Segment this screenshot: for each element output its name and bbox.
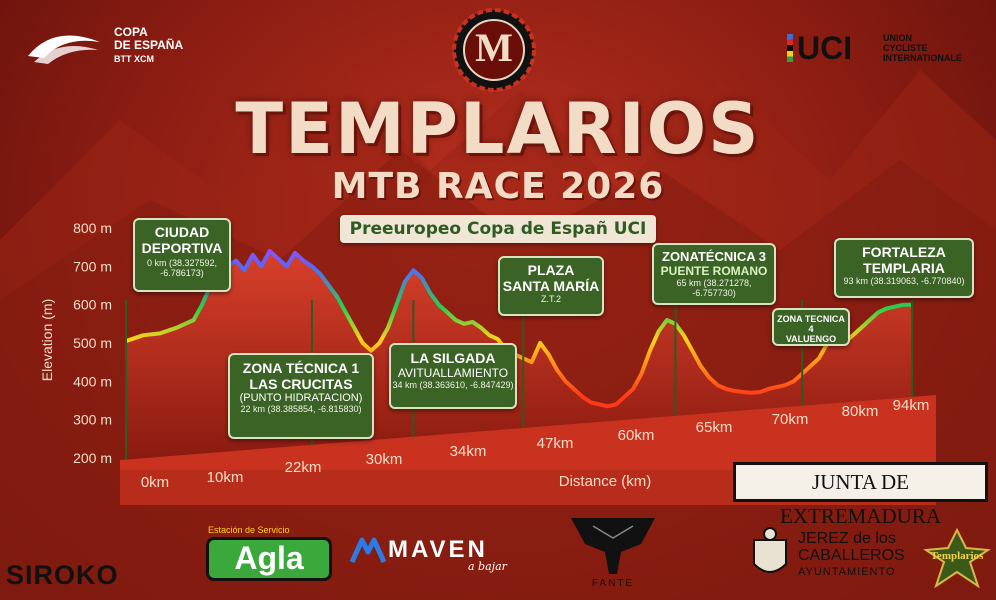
waypoint-zona-tecnica-3: ZONATÉCNICA 3 PUENTE ROMANO 65 km (38.27… <box>652 243 776 305</box>
wp-detail: 34 km (38.363610, -6.847429) <box>392 380 514 390</box>
wp-name1: FORTALEZA <box>862 244 946 260</box>
x-tick-label: 0km <box>141 474 169 491</box>
race-subtitle: MTB RACE 2026 <box>331 166 665 207</box>
wp-name2: PUENTE ROMANO <box>660 264 768 278</box>
x-tick-label: 34km <box>450 443 487 460</box>
y-tick-label: 600 m <box>73 297 112 313</box>
wp-name2: AVITUALLAMIENTO <box>397 366 509 380</box>
maven-tag: a bajar <box>468 560 507 573</box>
waypoint-ciudad-deportiva: CIUDAD DEPORTIVA 0 km (38.327592, -6.786… <box>133 218 231 292</box>
y-tick-label: 700 m <box>73 258 112 274</box>
chart-base-front <box>120 470 936 505</box>
wp-detail: Z.T.2 <box>540 294 561 304</box>
rainbow-stripe-icon <box>787 34 793 62</box>
x-tick-label: 60km <box>618 427 655 444</box>
waypoint-fortaleza-templaria: FORTALEZA TEMPLARIA 93 km (38.319063, -6… <box>834 238 974 298</box>
wp-detail: 22 km (38.385854, -6.815830) <box>240 404 362 414</box>
wp-name1: ZONA TECNICA 4 <box>777 314 845 334</box>
copa-line1: COPA <box>114 25 148 39</box>
x-axis-label: Distance (km) <box>559 473 652 490</box>
tagline-banner: Preeuropeo Copa de Españ UCI <box>340 215 656 243</box>
chart-base-top <box>120 395 936 470</box>
y-tick-label: 200 m <box>73 450 112 466</box>
y-axis-label: Elevation (m) <box>39 299 55 381</box>
siroko-logo: SIROKO <box>6 560 119 590</box>
waypoint-zona-tecnica-4: ZONA TECNICA 4 VALUENGO <box>772 308 850 346</box>
wp-detail: 0 km (38.327592, -6.786173) <box>146 258 218 278</box>
wp-name1: PLAZA <box>527 262 575 278</box>
wp-name2: SANTA MARÍA <box>502 278 600 294</box>
maven-logo: MAVEN a bajar <box>350 532 525 582</box>
wp-name1: ZONA TÉCNICA 1 <box>242 360 360 376</box>
y-tick-label: 800 m <box>73 220 112 236</box>
race-emblem: M <box>444 6 544 94</box>
x-axis-ticks: 0km 10km 22km 30km 34km 47km 60km 65km 70km 80km 9… <box>141 397 930 491</box>
fante-logo: FANTE <box>563 512 663 592</box>
x-tick-label: 65km <box>696 419 733 436</box>
uci-line2: CYCLISTE <box>883 43 928 53</box>
maven-mountain-icon <box>350 537 386 564</box>
agla-text: Agla <box>206 537 332 581</box>
copa-line2: DE ESPAÑA <box>114 38 184 52</box>
jerez-ayuntamiento-logo: JEREZ de los CABALLEROS AYUNTAMIENTO <box>748 526 918 586</box>
uci-logo: UCI UNION CYCLISTE INTERNATIONALE <box>787 30 977 70</box>
coat-of-arms-icon <box>753 527 787 573</box>
x-tick-label: 10km <box>207 469 244 486</box>
x-tick-label: 94km <box>893 397 930 414</box>
wp-name1: ZONATÉCNICA 3 <box>662 249 766 264</box>
wp-detail: 65 km (38.271278, -6.757730) <box>676 278 752 298</box>
copa-line3: BTT XCM <box>114 54 154 64</box>
waypoint-plaza-santa-maria: PLAZA SANTA MARÍA Z.T.2 <box>498 256 604 316</box>
wp-name2: VALUENGO <box>785 334 837 344</box>
wp-name1: CIUDAD <box>154 224 210 240</box>
jerez-line3: AYUNTAMIENTO <box>798 566 896 578</box>
wp-name1: LA SILGADA <box>410 350 496 366</box>
wp-name2: DEPORTIVA <box>141 240 223 256</box>
x-tick-label: 70km <box>772 411 809 428</box>
wp-name2: TEMPLARIA <box>863 260 945 276</box>
elephant-icon <box>571 518 655 574</box>
x-tick-label: 80km <box>842 403 879 420</box>
waypoint-la-silgada: LA SILGADA AVITUALLAMIENTO 34 km (38.363… <box>389 343 517 409</box>
maven-text: MAVEN <box>388 536 488 563</box>
copa-espana-logo: COPA DE ESPAÑA BTT XCM <box>24 26 214 76</box>
templar-cross-icon <box>923 527 991 589</box>
y-axis-ticks: 800 m 700 m 600 m 500 m 400 m 300 m 200 m <box>73 220 112 466</box>
wp-name3: (PUNTO HIDRATACION) <box>239 392 363 404</box>
uci-short: UCI <box>797 30 853 66</box>
uci-line3: INTERNATIONALE <box>883 53 962 63</box>
jerez-line1: JEREZ de los <box>798 530 896 547</box>
waypoint-zona-tecnica-1: ZONA TÉCNICA 1 LAS CRUCITAS (PUNTO HIDRA… <box>228 353 374 439</box>
wp-name2: LAS CRUCITAS <box>249 376 353 392</box>
uci-line1: UNION <box>883 33 912 43</box>
agla-logo: Estación de Servicio Agla <box>202 525 337 591</box>
y-tick-label: 300 m <box>73 412 112 428</box>
x-tick-label: 47km <box>537 435 574 452</box>
wp-detail: 93 km (38.319063, -6.770840) <box>843 276 965 286</box>
fante-text: FANTE <box>591 578 635 589</box>
junta-extremadura-banner: JUNTA DE EXTREMADURA <box>733 462 988 528</box>
templarios-badge: Templarios <box>922 527 992 589</box>
swoosh-icon <box>28 35 100 64</box>
race-title: TEMPLARIOS <box>235 88 761 170</box>
y-tick-label: 500 m <box>73 335 112 351</box>
x-tick-label: 22km <box>285 459 322 476</box>
gear-emblem-icon <box>452 8 536 92</box>
templarios-badge-text: Templarios <box>930 550 984 562</box>
x-tick-label: 30km <box>366 451 403 468</box>
y-tick-label: 400 m <box>73 373 112 389</box>
elevation-line <box>125 249 912 409</box>
jerez-line2: CABALLEROS <box>798 547 905 564</box>
agla-small: Estación de Servicio <box>208 525 290 535</box>
emblem-letter: M <box>475 25 513 70</box>
